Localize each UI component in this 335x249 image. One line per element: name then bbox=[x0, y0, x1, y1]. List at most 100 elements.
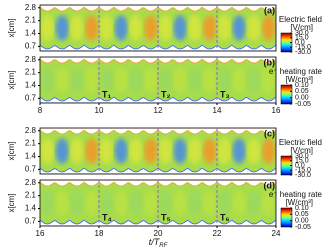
heatmap-blob bbox=[40, 15, 55, 41]
heatmap-blob bbox=[114, 15, 128, 41]
heatmap-blob bbox=[217, 190, 232, 216]
panel-label: (a) bbox=[264, 5, 275, 15]
colorbar-title: Electric field bbox=[279, 138, 322, 147]
colorbar-tick-label: 0.00 bbox=[295, 95, 309, 102]
colorbar-unit: [W/cm³] bbox=[285, 198, 313, 207]
y-tick-label: 0.7 bbox=[25, 165, 37, 174]
colorbar-tick-label: -15.0 bbox=[295, 44, 311, 51]
heatmap-blob bbox=[70, 15, 84, 41]
heatmap-blob bbox=[129, 15, 143, 41]
heatmap-blob bbox=[217, 67, 232, 93]
x-axis-label-main: t/T bbox=[149, 237, 161, 247]
colorbar-title: e⁻ heating rate bbox=[269, 190, 323, 199]
colorbar-tick-label: 30.0 bbox=[295, 153, 309, 160]
x-tick-label: 12 bbox=[154, 106, 163, 115]
marker-label: T₄ bbox=[102, 212, 112, 222]
heatmap-blob bbox=[173, 67, 187, 93]
heatmap-blob bbox=[114, 138, 128, 164]
x-tick-label: 16 bbox=[272, 106, 281, 115]
y-axis-label: x[cm] bbox=[7, 70, 16, 89]
x-tick-label: 10 bbox=[95, 106, 104, 115]
heatmap-blob bbox=[261, 190, 276, 216]
colorbar bbox=[280, 84, 293, 105]
colorbar-tick-label: 15.0 bbox=[295, 35, 309, 42]
heatmap-blob bbox=[70, 67, 84, 93]
heatmap-blob bbox=[247, 15, 261, 41]
heatmap-blob bbox=[173, 15, 187, 41]
y-tick-label: 1.4 bbox=[25, 204, 37, 213]
heatmap-blob bbox=[188, 138, 202, 164]
heatmap-blob bbox=[261, 15, 276, 41]
y-tick-label: 2.8 bbox=[25, 3, 37, 12]
panel-label: (d) bbox=[264, 180, 276, 190]
heatmap-blob bbox=[129, 67, 143, 93]
heatmap-blob bbox=[202, 15, 217, 41]
marker-label: T₂ bbox=[161, 89, 171, 99]
colorbar-tick-label: -30.0 bbox=[295, 172, 311, 179]
heatmap-blob bbox=[188, 190, 202, 216]
heatmap-blob bbox=[99, 190, 114, 216]
colorbar-tick-label: 0.05 bbox=[295, 88, 309, 95]
heatmap-blob bbox=[173, 190, 187, 216]
heatmap-blob bbox=[232, 67, 246, 93]
heatmap-blob bbox=[99, 138, 114, 164]
heatmap-blob bbox=[158, 138, 173, 164]
y-axis-label: x[cm] bbox=[7, 193, 16, 212]
panel-label: (b) bbox=[264, 57, 276, 67]
heatmap-blob bbox=[143, 138, 158, 164]
colorbar-title: e⁻ heating rate bbox=[269, 67, 323, 76]
y-tick-label: 1.4 bbox=[25, 81, 37, 90]
colorbar-tick-label: -0.05 bbox=[295, 101, 311, 108]
heatmap-blob bbox=[84, 15, 99, 41]
y-axis-label: x[cm] bbox=[7, 141, 16, 160]
marker-label: T₃ bbox=[220, 89, 230, 99]
x-tick-label: 20 bbox=[154, 229, 163, 238]
heatmap-blob bbox=[247, 138, 261, 164]
heatmap-blob bbox=[114, 190, 128, 216]
heatmap-blob bbox=[84, 67, 99, 93]
y-tick-label: 2.1 bbox=[25, 16, 37, 25]
x-tick-label: 8 bbox=[38, 106, 43, 115]
heatmap-blob bbox=[188, 67, 202, 93]
x-tick-label: 14 bbox=[213, 106, 222, 115]
colorbar-tick-label: 0.05 bbox=[295, 211, 309, 218]
colorbar-unit: [V/cm] bbox=[290, 23, 313, 32]
heatmap-blob bbox=[261, 138, 276, 164]
colorbar-tick-label: 0.0 bbox=[295, 162, 305, 169]
heatmap-blob bbox=[247, 67, 261, 93]
colorbar-title: Electric field bbox=[279, 15, 322, 24]
colorbar-tick-label: -0.05 bbox=[295, 224, 311, 231]
heatmap-blob bbox=[217, 15, 232, 41]
heatmap-blob bbox=[99, 67, 114, 93]
heatmap-blob bbox=[55, 67, 69, 93]
marker-label: T₅ bbox=[161, 212, 171, 222]
heatmap-blob bbox=[84, 138, 99, 164]
y-axis-label: x[cm] bbox=[7, 18, 16, 37]
colorbar-tick-label: 30.0 bbox=[295, 30, 309, 37]
y-tick-label: 0.7 bbox=[25, 42, 37, 51]
colorbar-tick-label: -15.0 bbox=[295, 167, 311, 174]
heatmap-blob bbox=[40, 67, 55, 93]
heatmap-blob bbox=[158, 15, 173, 41]
heatmap-blob bbox=[55, 15, 69, 41]
heatmap-blob bbox=[114, 67, 128, 93]
y-tick-label: 2.8 bbox=[25, 126, 37, 135]
heatmap-blob bbox=[158, 190, 173, 216]
heatmap-blob bbox=[232, 190, 246, 216]
heatmap-blob bbox=[232, 138, 246, 164]
heatmap-blob bbox=[202, 67, 217, 93]
x-tick-label: 24 bbox=[272, 229, 281, 238]
y-tick-label: 2.1 bbox=[25, 191, 37, 200]
heatmap-blob bbox=[84, 190, 99, 216]
colorbar bbox=[280, 207, 293, 228]
y-tick-label: 2.1 bbox=[25, 68, 37, 77]
heatmap-blob bbox=[70, 138, 84, 164]
y-tick-label: 2.1 bbox=[25, 139, 37, 148]
colorbar-unit: [V/cm] bbox=[290, 146, 313, 155]
marker-label: T₆ bbox=[220, 212, 230, 222]
heatmap-blob bbox=[261, 67, 276, 93]
y-tick-label: 1.4 bbox=[25, 152, 37, 161]
colorbar-tick-label: -30.0 bbox=[295, 49, 311, 56]
x-axis-label: t/TRF bbox=[149, 237, 168, 248]
